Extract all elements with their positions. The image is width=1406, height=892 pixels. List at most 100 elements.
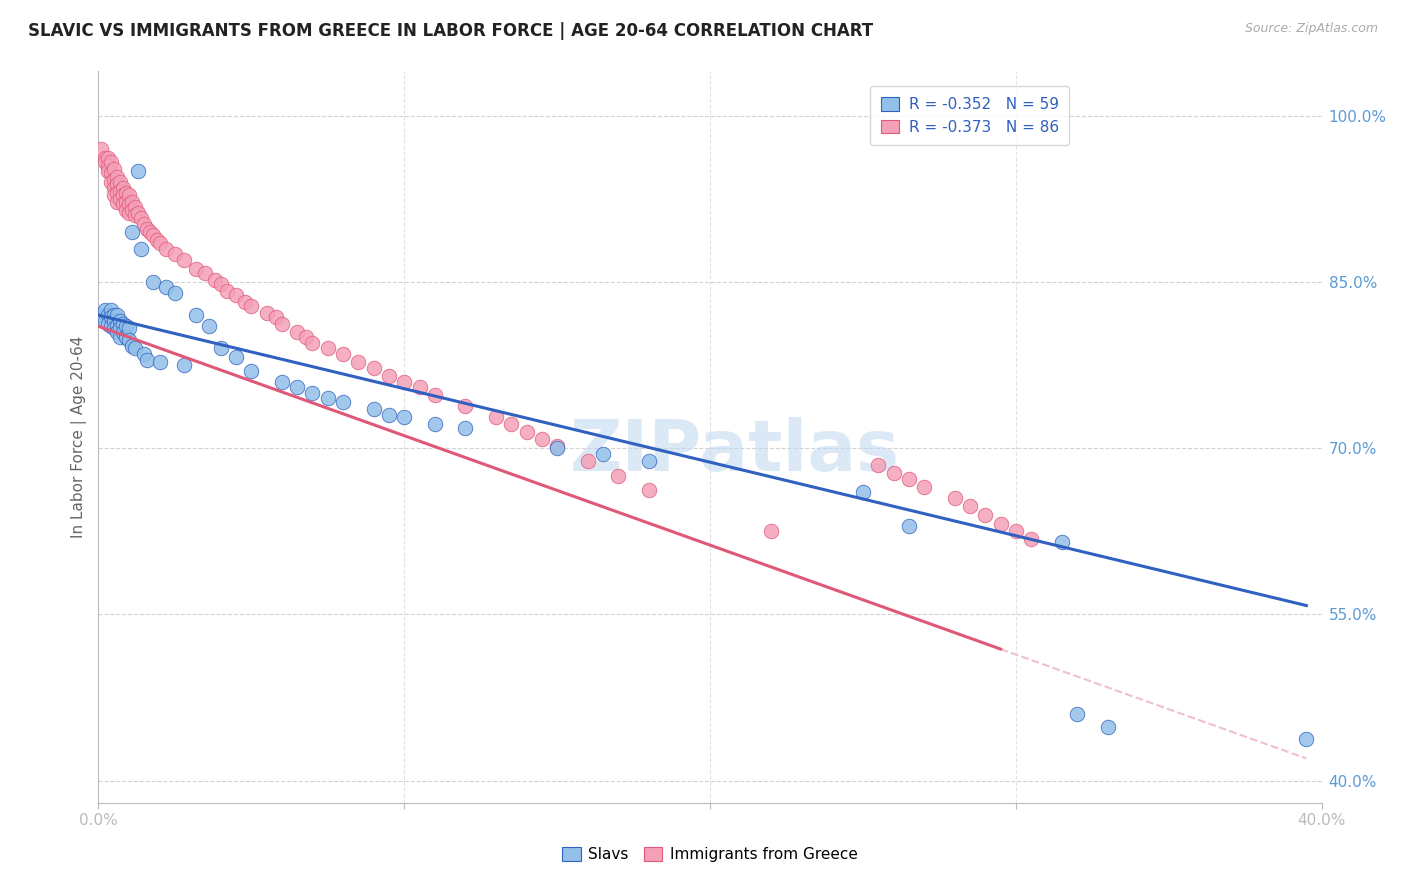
Point	[423, 388, 446, 402]
Point	[1004, 524, 1026, 539]
Point	[546, 439, 568, 453]
Point	[186, 308, 208, 322]
Point	[501, 417, 523, 431]
Point	[139, 225, 162, 239]
Point	[105, 308, 128, 322]
Point	[332, 394, 354, 409]
Point	[90, 142, 112, 156]
Point	[264, 310, 287, 325]
Point	[215, 284, 238, 298]
Point	[118, 321, 141, 335]
Point	[115, 195, 138, 210]
Point	[115, 330, 138, 344]
Point	[149, 236, 172, 251]
Point	[103, 321, 125, 335]
Point	[129, 242, 152, 256]
Point	[136, 221, 159, 235]
Point	[204, 273, 226, 287]
Point	[454, 421, 477, 435]
Point	[142, 228, 165, 243]
Point	[134, 217, 156, 231]
Point	[111, 317, 134, 331]
Point	[883, 466, 905, 480]
Point	[97, 308, 120, 322]
Point	[392, 410, 416, 425]
Point	[163, 285, 186, 300]
Point	[93, 314, 115, 328]
Point	[115, 186, 138, 201]
Point	[285, 380, 308, 394]
Point	[100, 302, 122, 317]
Point	[173, 358, 195, 372]
Point	[301, 335, 323, 350]
Point	[118, 206, 141, 220]
Point	[105, 195, 128, 210]
Point	[100, 310, 122, 325]
Point	[959, 499, 981, 513]
Point	[974, 508, 997, 522]
Point	[129, 211, 152, 225]
Point	[637, 454, 661, 468]
Point	[423, 417, 446, 431]
Point	[103, 188, 125, 202]
Point	[1050, 535, 1073, 549]
Point	[149, 355, 172, 369]
Point	[118, 197, 141, 211]
Point	[111, 180, 134, 194]
Point	[108, 175, 131, 189]
Point	[127, 206, 149, 220]
Point	[127, 164, 149, 178]
Point	[270, 317, 292, 331]
Point	[90, 308, 112, 322]
Point	[194, 266, 217, 280]
Point	[124, 200, 146, 214]
Point	[516, 425, 538, 439]
Y-axis label: In Labor Force | Age 20-64: In Labor Force | Age 20-64	[72, 336, 87, 538]
Point	[186, 261, 208, 276]
Point	[173, 252, 195, 267]
Point	[301, 385, 323, 400]
Point	[163, 247, 186, 261]
Legend: Slavs, Immigrants from Greece: Slavs, Immigrants from Greece	[557, 841, 863, 868]
Point	[108, 192, 131, 206]
Point	[103, 314, 125, 328]
Point	[392, 375, 416, 389]
Point	[316, 342, 339, 356]
Point	[295, 330, 318, 344]
Point	[1066, 707, 1088, 722]
Point	[868, 458, 890, 472]
Point	[121, 195, 143, 210]
Point	[105, 178, 128, 192]
Point	[100, 166, 122, 180]
Point	[118, 333, 141, 347]
Point	[592, 447, 614, 461]
Point	[105, 186, 128, 201]
Point	[111, 325, 134, 339]
Point	[97, 317, 120, 331]
Point	[285, 325, 308, 339]
Point	[97, 164, 120, 178]
Point	[209, 342, 232, 356]
Point	[93, 302, 115, 317]
Point	[454, 399, 477, 413]
Point	[111, 197, 134, 211]
Point	[943, 491, 966, 505]
Point	[142, 275, 165, 289]
Point	[118, 188, 141, 202]
Point	[209, 277, 232, 292]
Text: Source: ZipAtlas.com: Source: ZipAtlas.com	[1244, 22, 1378, 36]
Text: SLAVIC VS IMMIGRANTS FROM GREECE IN LABOR FORCE | AGE 20-64 CORRELATION CHART: SLAVIC VS IMMIGRANTS FROM GREECE IN LABO…	[28, 22, 873, 40]
Point	[155, 280, 177, 294]
Point	[108, 330, 131, 344]
Point	[1295, 731, 1317, 746]
Point	[103, 173, 125, 187]
Point	[378, 369, 401, 384]
Point	[197, 319, 219, 334]
Point	[115, 319, 138, 334]
Point	[897, 518, 920, 533]
Point	[155, 242, 177, 256]
Point	[1097, 721, 1119, 735]
Point	[347, 355, 370, 369]
Point	[105, 169, 128, 184]
Point	[607, 468, 630, 483]
